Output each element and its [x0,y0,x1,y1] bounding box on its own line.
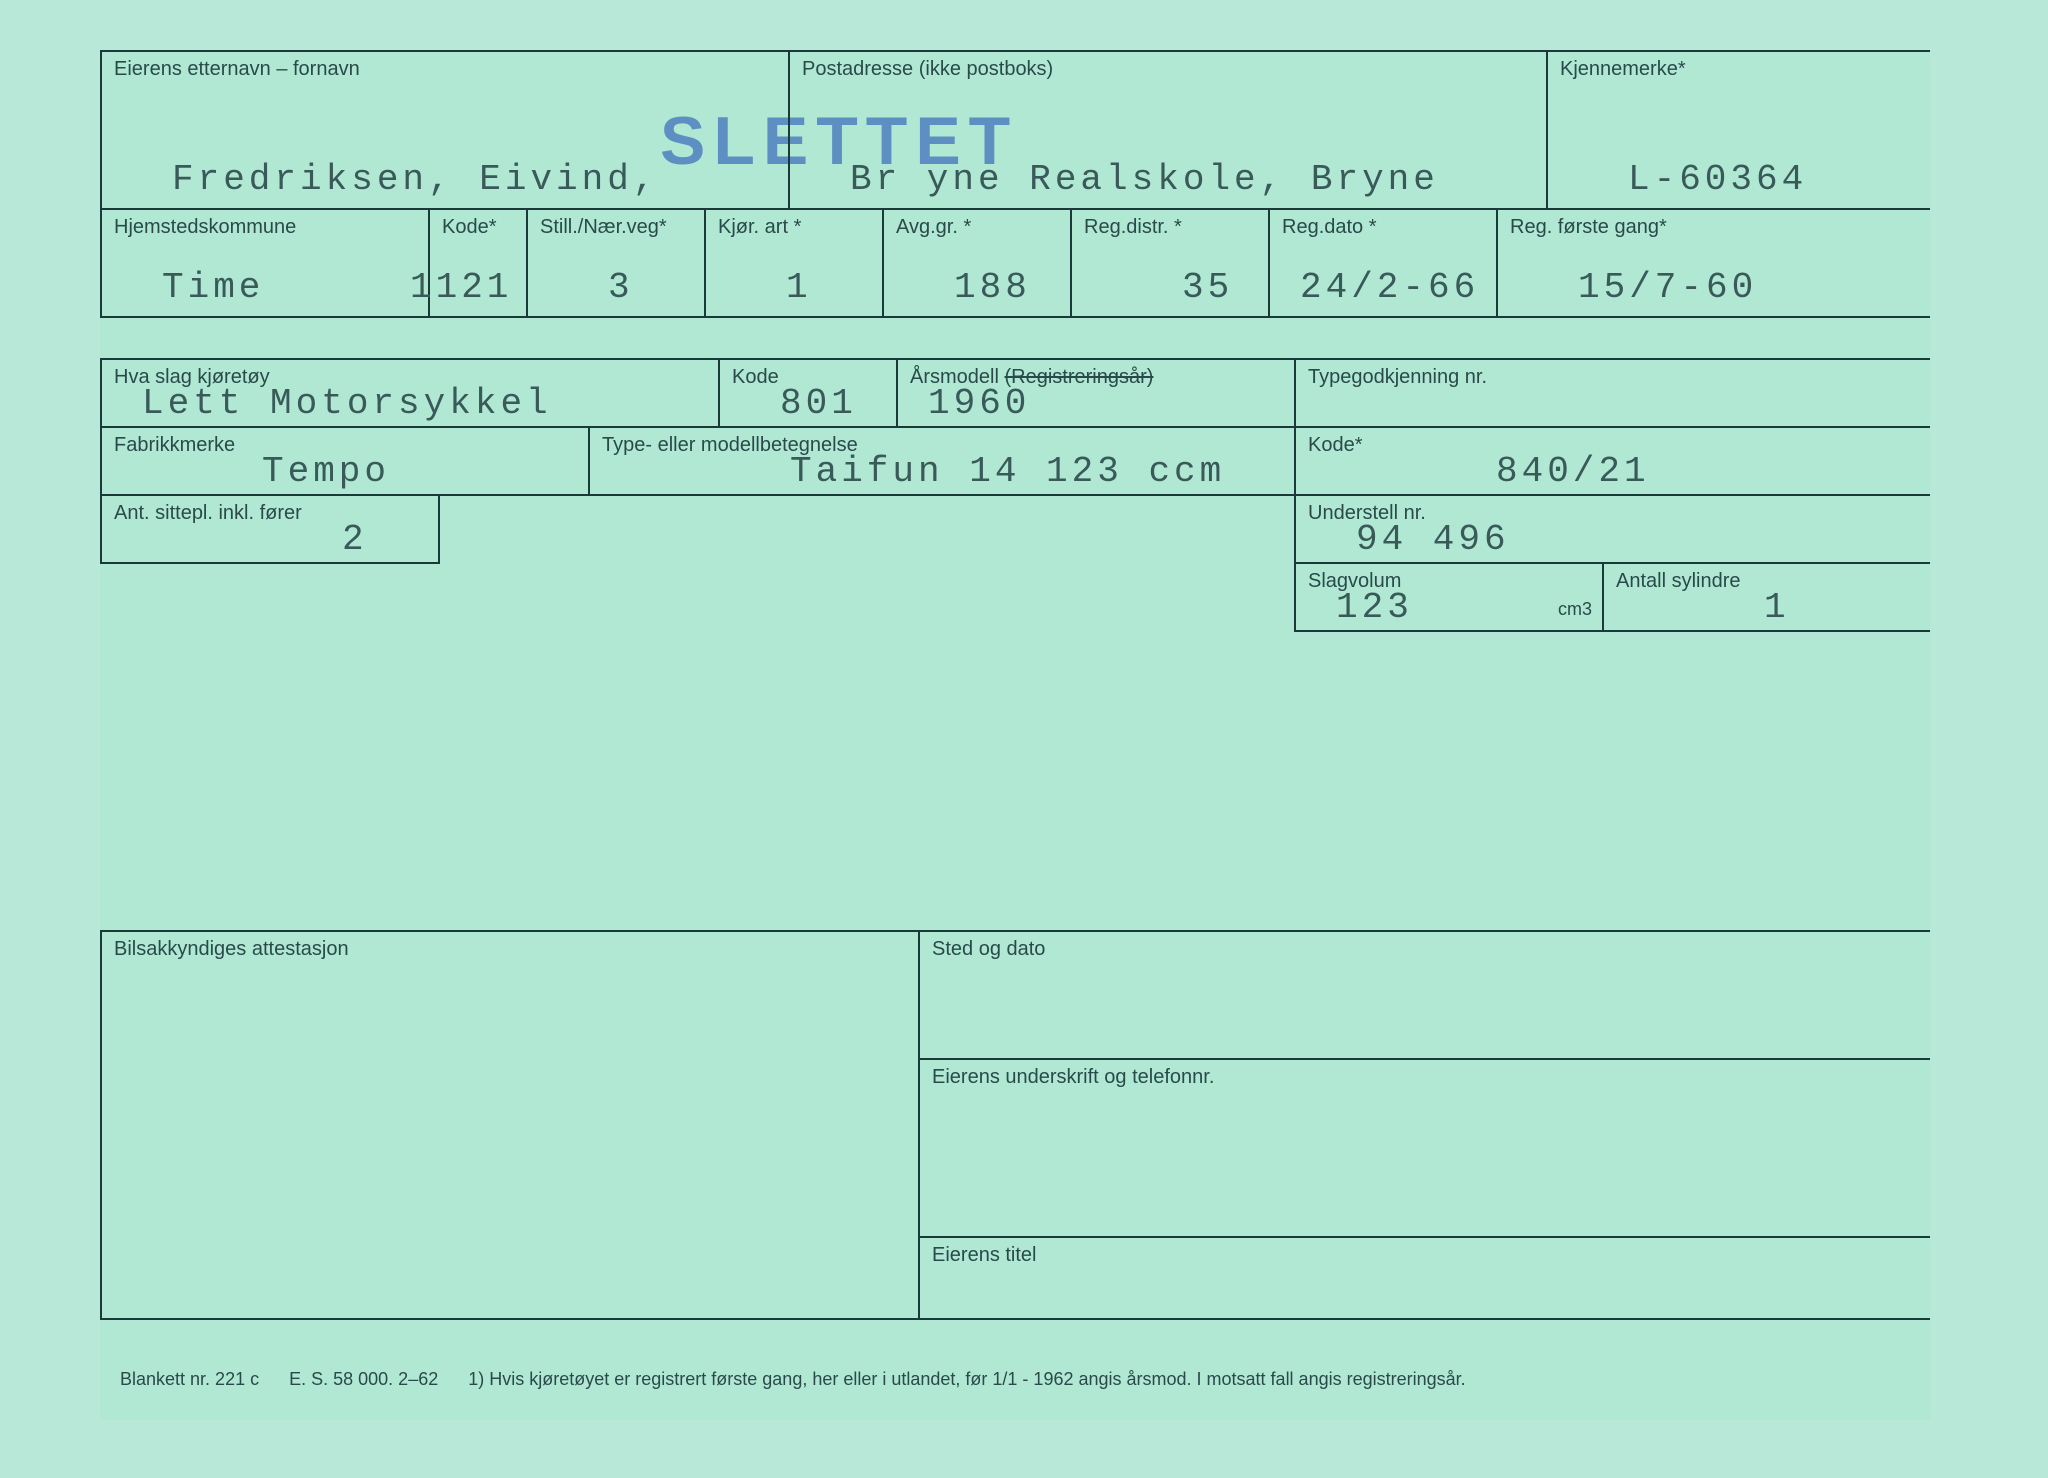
unit-cm3: cm3 [1558,599,1592,620]
label-underskrift: Eierens underskrift og telefonnr. [924,1062,1222,1093]
value-sittepl: 2 [342,519,368,560]
label-kode4: Kode* [1300,430,1371,461]
cell-regdato: Reg.dato * 24/2-66 [1268,208,1498,318]
cell-slagvolum: Slagvolum 123 cm3 [1294,562,1604,632]
cell-postadresse: Postadresse (ikke postboks) Br yne Reals… [788,50,1548,210]
label-kode3: Kode [724,362,787,393]
cell-underskrift: Eierens underskrift og telefonnr. [918,1058,1930,1238]
value-regdistr: 35 [1182,267,1233,308]
footer-es: E. S. 58 000. 2–62 [289,1369,438,1389]
cell-kode-hjem: Kode* 1121 [428,208,528,318]
value-regdato: 24/2-66 [1300,267,1479,308]
value-etternavn: Fredriksen, Eivind, [172,159,658,200]
label-fabrikk: Fabrikkmerke [106,430,243,461]
label-kjennemerke: Kjennemerke* [1552,54,1694,85]
cell-kode4: Kode* 840/21 [1294,426,1930,496]
cell-arsmodell: Årsmodell (Registreringsår) 1960 [896,358,1296,428]
value-kode3: 801 [780,383,857,424]
value-still: 3 [608,267,634,308]
cell-fabrikk: Fabrikkmerke Tempo [100,426,590,496]
label-sittepl: Ant. sittepl. inkl. fører [106,498,310,529]
value-typemodell: Taifun 14 123 ccm [790,451,1225,492]
value-postadresse: Br yne Realskole, Bryne [850,159,1439,200]
label-regforste: Reg. første gang* [1502,212,1675,243]
cell-bilsak: Bilsakkyndiges attestasjon [100,930,920,1320]
cell-understell: Understell nr. 94 496 [1294,494,1930,564]
label-avggr: Avg.gr. * [888,212,979,243]
cell-still: Still./Nær.veg* 3 [526,208,706,318]
cell-regdistr: Reg.distr. * 35 [1070,208,1270,318]
value-avggr: 188 [954,267,1031,308]
label-etternavn: Eierens etternavn – fornavn [106,54,368,85]
label-hjemsted: Hjemstedskommune [106,212,304,243]
cell-hjemsted: Hjemstedskommune Time [100,208,430,318]
value-regforste: 15/7-60 [1578,267,1757,308]
cell-etternavn: Eierens etternavn – fornavn Fredriksen, … [100,50,790,210]
cell-sted: Sted og dato [918,930,1930,1060]
cell-titel: Eierens titel [918,1236,1930,1320]
footer-text: Blankett nr. 221 c E. S. 58 000. 2–62 1)… [120,1369,1466,1390]
cell-kjennemerke: Kjennemerke* L-60364 [1546,50,1930,210]
value-hjemsted: Time [162,267,264,308]
value-kode4: 840/21 [1496,451,1650,492]
cell-typegodk: Typegodkjenning nr. [1294,358,1930,428]
value-sylindre: 1 [1764,587,1790,628]
value-kjor: 1 [786,267,812,308]
value-slagvolum: 123 [1336,587,1413,628]
value-kode-hjem: 1121 [410,267,512,308]
registration-card: SLETTET Eierens etternavn – fornavn Fred… [100,50,1930,1420]
cell-sylindre: Antall sylindre 1 [1602,562,1930,632]
value-kjennemerke: L-60364 [1628,159,1807,200]
label-sted: Sted og dato [924,934,1053,965]
footer-note: 1) Hvis kjøretøyet er registrert første … [468,1369,1465,1389]
value-hvaslag: Lett Motorsykkel [142,383,552,424]
value-arsmodell: 1960 [928,383,1030,424]
value-understell: 94 496 [1356,519,1510,560]
cell-typemodell: Type- eller modellbetegnelse Taifun 14 1… [588,426,1296,496]
label-bilsak: Bilsakkyndiges attestasjon [106,934,357,965]
value-fabrikk: Tempo [262,451,390,492]
cell-kjor: Kjør. art * 1 [704,208,884,318]
footer-blankett: Blankett nr. 221 c [120,1369,259,1389]
cell-sittepl: Ant. sittepl. inkl. fører 2 [100,494,440,564]
label-titel: Eierens titel [924,1240,1045,1271]
cell-regforste: Reg. første gang* 15/7-60 [1496,208,1930,318]
label-postadresse: Postadresse (ikke postboks) [794,54,1061,85]
label-typegodk: Typegodkjenning nr. [1300,362,1495,393]
label-still: Still./Nær.veg* [532,212,675,243]
label-kjor: Kjør. art * [710,212,809,243]
cell-avggr: Avg.gr. * 188 [882,208,1072,318]
label-regdato: Reg.dato * [1274,212,1385,243]
label-sylindre: Antall sylindre [1608,566,1749,597]
label-kode-hjem: Kode* [434,212,505,243]
label-regdistr: Reg.distr. * [1076,212,1190,243]
cell-kode3: Kode 801 [718,358,898,428]
cell-hvaslag: Hva slag kjøretøy Lett Motorsykkel [100,358,720,428]
